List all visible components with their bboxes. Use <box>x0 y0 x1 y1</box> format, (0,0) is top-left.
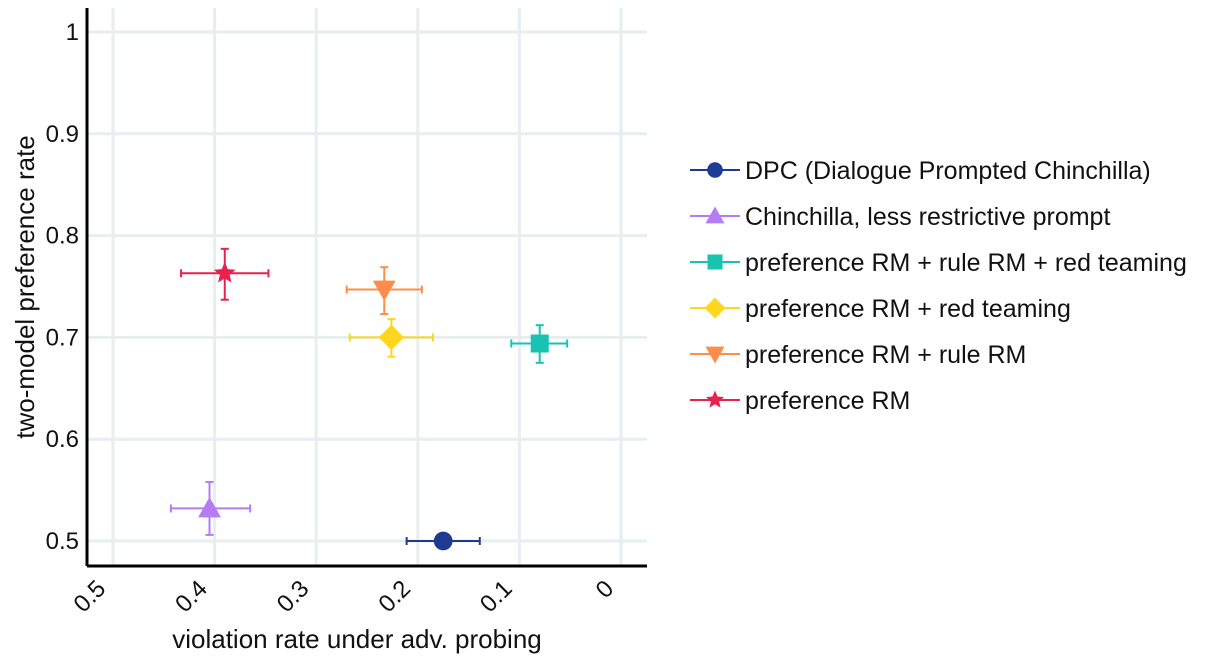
data-point-triangle-down-marker <box>372 280 396 301</box>
grid <box>87 8 647 566</box>
legend-item: preference RM + rule RM + red teaming <box>690 249 1187 277</box>
y-tick-label: 0.7 <box>46 324 79 351</box>
legend-label: preference RM + rule RM + red teaming <box>745 249 1187 277</box>
legend-diamond-icon <box>704 297 726 319</box>
legend-item: preference RM <box>690 387 910 415</box>
legend-circle-icon <box>707 162 723 178</box>
x-tick-label: 0.2 <box>373 575 416 618</box>
y-axis-title: two-model preference rate <box>10 135 40 438</box>
legend-label: DPC (Dialogue Prompted Chinchilla) <box>745 157 1151 185</box>
tick-labels: 0.5 0.4 0.3 0.2 0.1 0 0.5 0.6 0.7 0.8 0.9 1 <box>46 19 620 618</box>
y-tick-label: 0.6 <box>46 426 79 453</box>
data-point-star-marker <box>213 261 236 283</box>
y-tick-label: 0.9 <box>46 121 79 148</box>
data-points <box>198 261 549 551</box>
legend-item: Chinchilla, less restrictive prompt <box>690 203 1110 231</box>
legend-label: preference RM + rule RM <box>745 341 1026 369</box>
legend: DPC (Dialogue Prompted Chinchilla) Chinch… <box>690 157 1187 415</box>
legend-triangle-down-icon <box>705 346 725 364</box>
x-tick-label: 0 <box>591 575 620 604</box>
legend-item: preference RM + red teaming <box>690 295 1071 323</box>
axes <box>85 8 647 568</box>
legend-label: preference RM <box>745 387 910 415</box>
x-tick-label: 0.5 <box>69 575 112 618</box>
legend-triangle-up-icon <box>705 206 725 224</box>
y-tick-label: 0.5 <box>46 528 79 555</box>
legend-item: DPC (Dialogue Prompted Chinchilla) <box>690 157 1151 185</box>
legend-square-icon <box>707 254 723 270</box>
data-point-triangle-up-marker <box>198 497 221 518</box>
x-axis-title: violation rate under adv. probing <box>172 624 542 654</box>
error-bars <box>169 247 569 545</box>
data-point-circle-marker <box>433 531 453 551</box>
x-tick-label: 0.1 <box>475 575 518 618</box>
legend-label: Chinchilla, less restrictive prompt <box>745 203 1110 231</box>
data-point-diamond-marker <box>378 324 404 350</box>
legend-item: preference RM + rule RM <box>690 341 1026 369</box>
y-tick-label: 1 <box>66 19 79 46</box>
data-point-square-marker <box>530 334 549 353</box>
y-tick-label: 0.8 <box>46 223 79 250</box>
x-tick-label: 0.3 <box>272 575 315 618</box>
x-tick-label: 0.4 <box>170 575 213 618</box>
legend-star-icon <box>705 390 725 408</box>
legend-label: preference RM + red teaming <box>745 295 1071 323</box>
